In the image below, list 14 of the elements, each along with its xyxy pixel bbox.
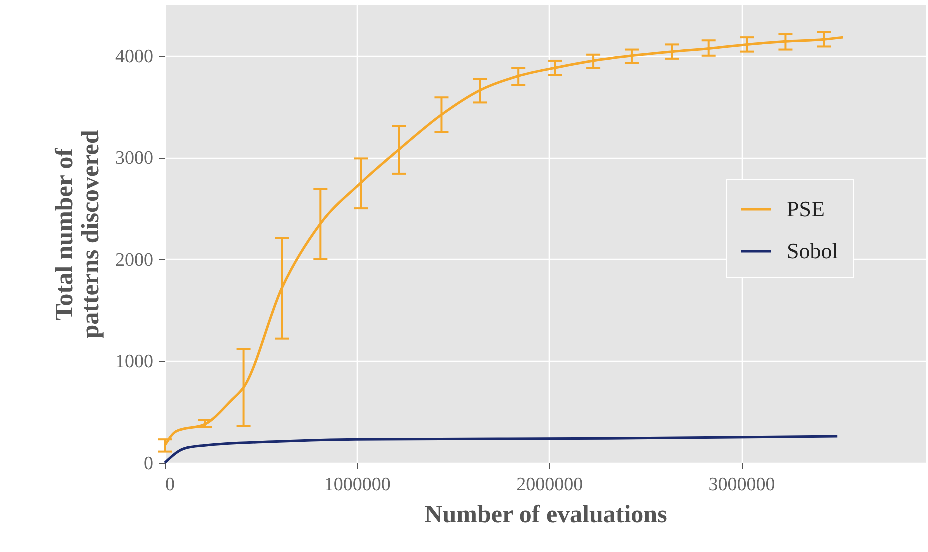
- legend-label: PSE: [787, 196, 825, 222]
- y-tick-label: 1000: [116, 352, 154, 373]
- y-tick-label: 2000: [116, 250, 154, 271]
- x-tick-label: 1000000: [324, 474, 391, 496]
- y-tick-label: 0: [144, 454, 154, 474]
- x-tick-label: 3000000: [708, 474, 776, 496]
- line-series: [164, 435, 839, 464]
- legend-label: Sobol: [787, 238, 838, 264]
- x-axis-title: Number of evaluations: [424, 502, 668, 528]
- x-tick-label: 0: [166, 474, 175, 496]
- x-tick-label: 2000000: [516, 474, 584, 496]
- y-tick-label: 3000: [116, 148, 154, 170]
- y-axis-title: Total number of patterns discovered: [52, 130, 104, 339]
- y-tick-label: 4000: [116, 46, 154, 68]
